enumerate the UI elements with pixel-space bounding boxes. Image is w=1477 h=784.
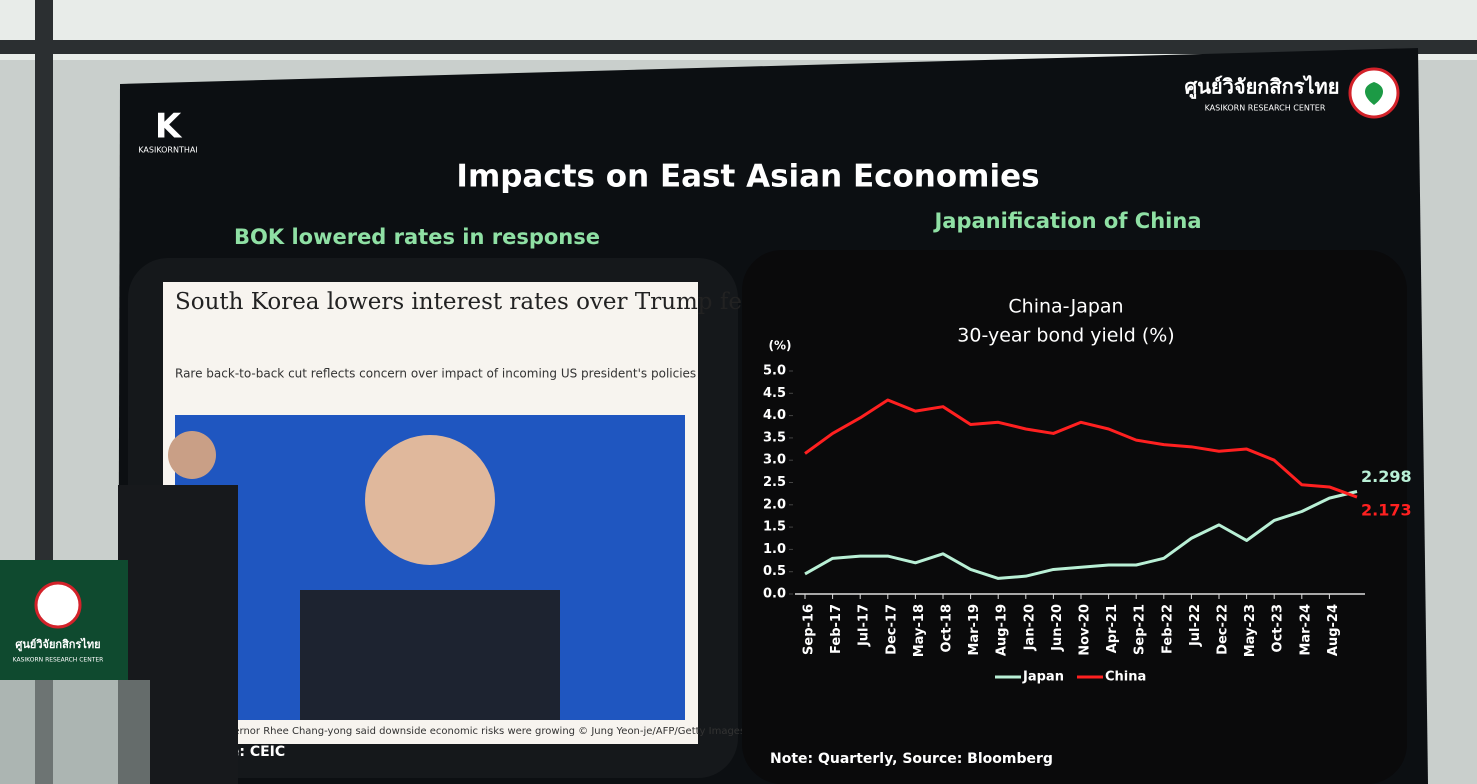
podium-logo [34,581,82,629]
y-tick-label: 0.0 [763,587,786,602]
x-tick-label: Oct-18 [940,604,955,652]
photo-figure [365,435,495,565]
speaker-head [168,431,216,479]
x-tick-label: Aug-19 [995,604,1010,656]
right-heading: Japanification of China [932,209,1201,233]
logo-mark: K [155,107,183,147]
x-tick-label: Dec-17 [884,604,899,655]
y-tick-label: 2.0 [763,497,786,512]
y-tick-label: 5.0 [763,364,786,379]
research-center-thai: ศูนย์วิจัยกสิกรไทย [1185,75,1340,101]
x-tick-label: Mar-19 [967,604,982,656]
y-tick-label: 4.0 [763,408,786,423]
series-line [804,490,1358,580]
chart-subtitle: 30-year bond yield (%) [957,325,1174,347]
podium-research-center: KASIKORN RESEARCH CENTER [13,657,104,664]
y-tick-label: 0.5 [763,564,786,579]
x-tick-label: Mar-24 [1298,604,1313,656]
chart: 0.0 0.5 1.0 1.5 2.0 2.5 3.0 3.5 4.0 4.5 5.0 Sep-16 F… [763,364,1412,685]
x-tick-label: Oct-23 [1271,604,1286,652]
data-label: 2.173 [1361,501,1412,520]
photo-caption: governor Rhee Chang-yong said downside e… [215,726,745,737]
logo-brand: KASIKORNTHAI [138,146,197,155]
series-line [804,398,1358,499]
x-tick-label: May-18 [912,604,927,657]
window-frame [0,40,1477,54]
article-title: South Korea lowers interest rates over T… [175,289,778,315]
x-tick-label: Jul-22 [1188,604,1203,647]
x-tick-label: Aug-24 [1326,604,1341,656]
x-tick-label: Sep-21 [1133,604,1148,655]
chart-note: Note: Quarterly, Source: Bloomberg [770,751,1053,767]
left-heading: BOK lowered rates in response [234,225,600,249]
legend-label: China [1105,670,1146,685]
photo-figure [300,590,560,720]
x-tick-label: Nov-20 [1078,604,1093,656]
x-tick-label: Feb-22 [1160,604,1175,654]
y-tick-label: 3.0 [763,453,786,468]
article-subtitle: Rare back-to-back cut reflects concern o… [175,367,696,381]
x-tick-label: Jan-20 [1022,604,1037,651]
article-title-text: South Korea lowers interest rates over T… [175,289,778,315]
y-tick-label: 2.5 [763,475,786,490]
logo-leaf [1365,82,1383,105]
x-tick-label: Dec-22 [1216,604,1231,655]
x-tick-label: May-23 [1243,604,1258,657]
legend-label: Japan [1022,670,1064,685]
y-tick-label: 4.5 [763,386,786,401]
data-label: 2.298 [1361,467,1412,486]
y-tick-label: 1.5 [763,520,786,535]
podium-glass [0,680,150,784]
x-tick-label: Feb-17 [829,604,844,654]
x-tick-label: Apr-21 [1105,604,1120,653]
chart-panel [742,250,1407,784]
chart-title: China-Japan [1008,296,1123,318]
y-unit: (%) [769,339,792,353]
x-tick-label: Jul-17 [857,604,872,647]
x-tick-label: Sep-16 [802,604,817,655]
research-center: KASIKORN RESEARCH CENTER [1205,104,1326,113]
podium-research-center-thai: ศูนย์วิจัยกสิกรไทย [15,637,100,652]
x-tick-label: Jun-20 [1050,604,1065,652]
slide-title: Impacts on East Asian Economies [456,159,1039,195]
y-tick-label: 3.5 [763,430,786,445]
y-tick-label: 1.0 [763,542,786,557]
